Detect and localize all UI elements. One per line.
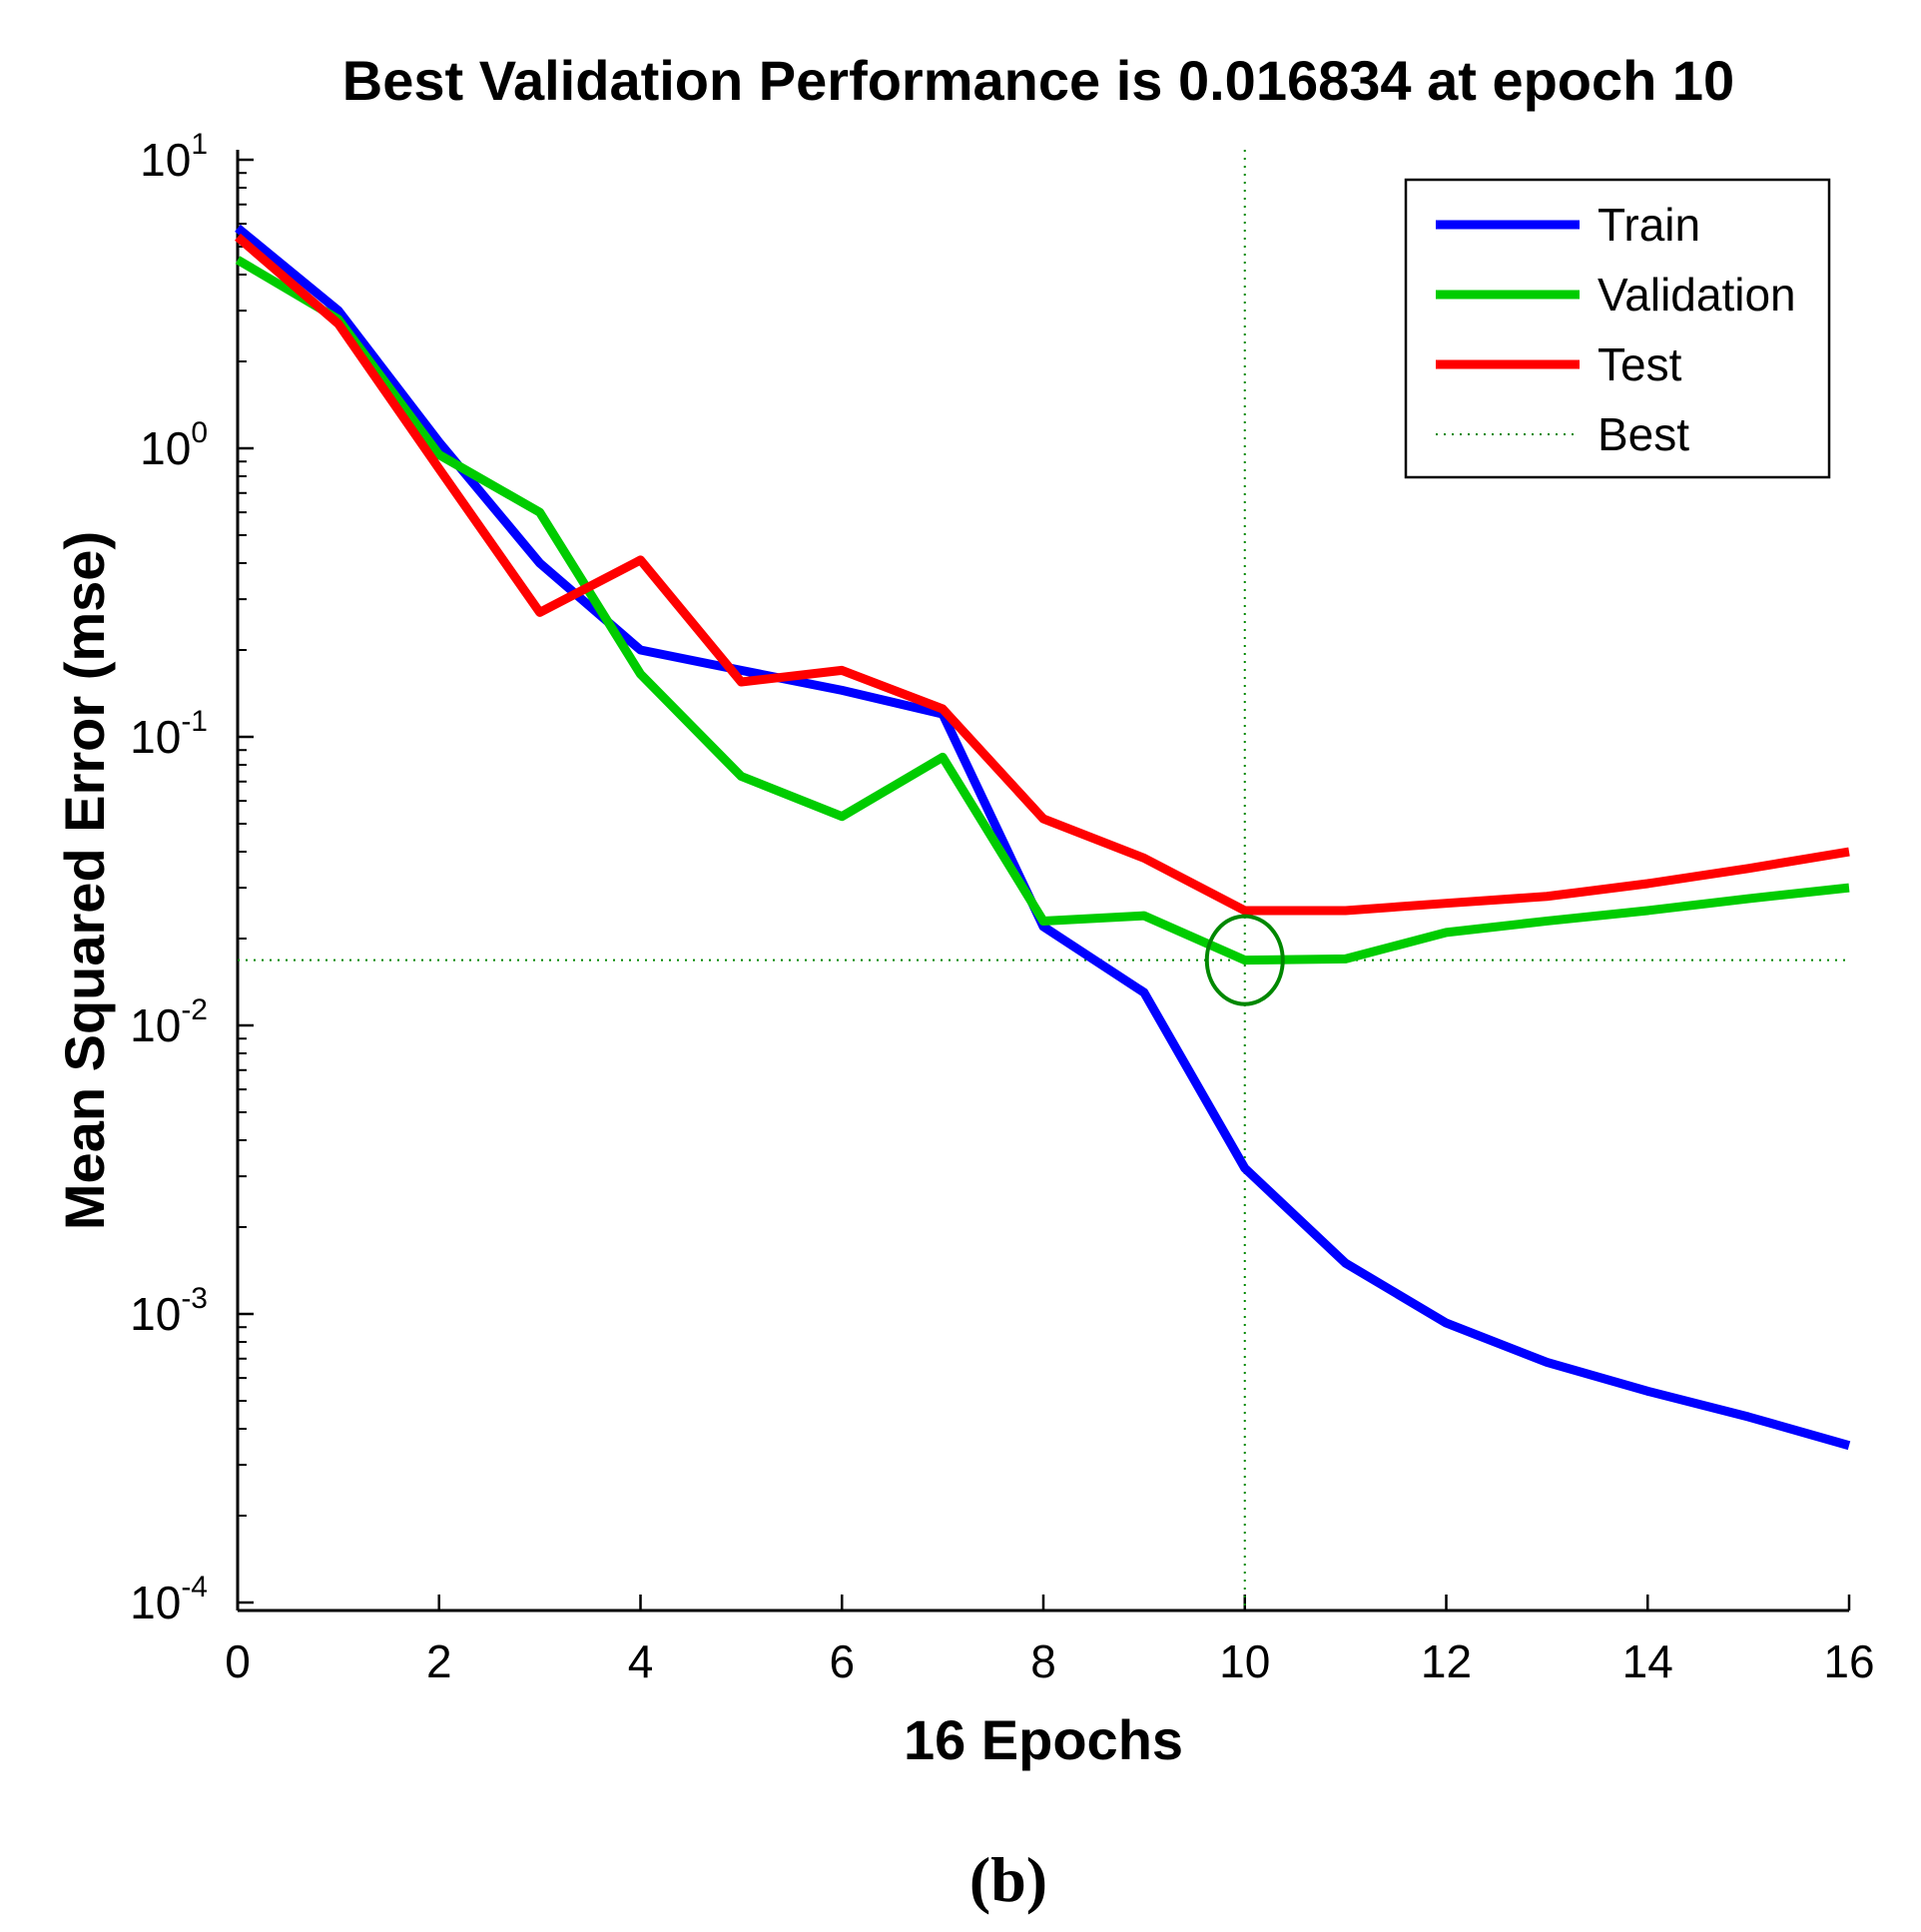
best-point-circle <box>1204 914 1285 1006</box>
x-axis-ticks: 0 2 4 6 8 10 12 14 16 <box>225 1595 1875 1687</box>
legend-box <box>1404 178 1831 479</box>
x-tick-label: 12 <box>1421 1635 1472 1687</box>
x-axis-label: 16 Epochs <box>904 1708 1183 1771</box>
y-tick-label: 10-4 <box>130 1571 208 1628</box>
y-tick-label: 101 <box>140 128 208 186</box>
y-tick-label: 10-2 <box>130 993 208 1051</box>
legend: Train Validation Test Best <box>1404 178 1831 479</box>
legend-label-best: Best <box>1598 408 1689 460</box>
series-train-line <box>235 224 1851 1451</box>
y-axis-label: Mean Squared Error (mse) <box>53 531 116 1230</box>
series-test-line <box>235 233 1850 916</box>
series-lines <box>235 224 1851 1451</box>
best-marker <box>1204 914 1285 1006</box>
x-tick-label: 4 <box>628 1635 654 1687</box>
y-tick-label: 10-3 <box>130 1282 208 1340</box>
x-tick-label: 14 <box>1622 1635 1673 1687</box>
figure-caption: (b) <box>969 1844 1047 1915</box>
best-guides <box>238 150 1849 1610</box>
x-tick-label: 8 <box>1030 1635 1056 1687</box>
x-tick-label: 10 <box>1219 1635 1270 1687</box>
x-tick-label: 16 <box>1823 1635 1874 1687</box>
x-tick-label: 0 <box>225 1635 251 1687</box>
x-tick-label: 6 <box>829 1635 855 1687</box>
legend-label-validation: Validation <box>1598 269 1796 321</box>
y-tick-label: 10-1 <box>130 705 208 763</box>
series-validation-line <box>235 256 1850 966</box>
x-tick-label: 2 <box>426 1635 452 1687</box>
chart-title: Best Validation Performance is 0.016834 … <box>342 49 1734 112</box>
y-tick-label: 100 <box>140 416 208 474</box>
legend-label-test: Test <box>1598 338 1682 390</box>
legend-label-train: Train <box>1598 199 1700 251</box>
y-axis-ticks: 101 100 10-1 10-2 10-3 10-4 <box>130 128 254 1628</box>
